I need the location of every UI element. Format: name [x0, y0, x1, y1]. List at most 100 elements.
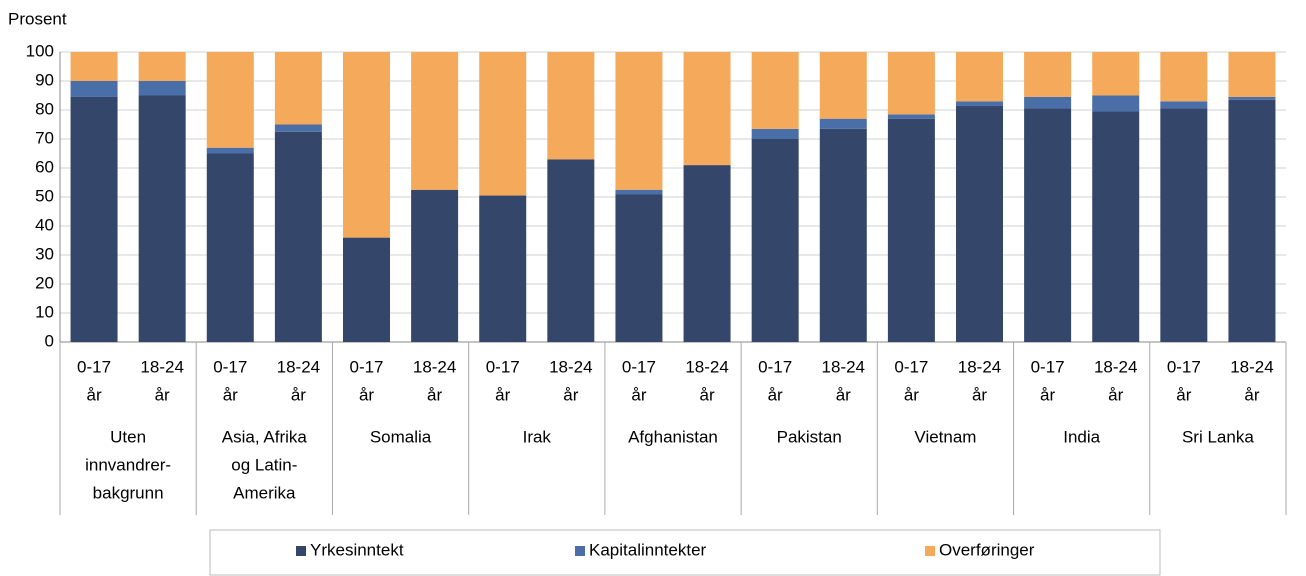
bar-segment — [411, 52, 459, 190]
x-tick-label: år — [631, 385, 646, 404]
x-tick-label: 18-24 — [1230, 357, 1273, 376]
group-label: Amerika — [233, 483, 296, 502]
bar-segment — [547, 52, 595, 160]
bar-segment — [1024, 52, 1072, 97]
x-tick-label: år — [768, 385, 783, 404]
x-tick-label: år — [972, 385, 987, 404]
x-tick-label: år — [699, 385, 714, 404]
x-tick-label: år — [86, 385, 101, 404]
bar-segment — [206, 147, 254, 154]
x-tick-label: år — [1176, 385, 1191, 404]
x-tick-label: år — [427, 385, 442, 404]
y-tick-label: 60 — [35, 157, 54, 176]
group-label: Sri Lanka — [1182, 427, 1254, 446]
bar-segment — [887, 114, 935, 119]
bar-segment — [819, 52, 867, 119]
bar-segment — [343, 237, 390, 342]
y-tick-label: 40 — [35, 215, 54, 234]
bar-segment — [615, 194, 663, 342]
bar-segment — [751, 139, 799, 342]
x-tick-label: 0-17 — [1031, 357, 1065, 376]
bar-segment — [1160, 52, 1208, 102]
bar-segment — [1160, 108, 1208, 342]
legend-swatch — [296, 546, 306, 556]
x-tick-label: 0-17 — [758, 357, 792, 376]
group-label: Pakistan — [777, 427, 842, 446]
bar-segment — [683, 165, 731, 342]
x-tick-label: 18-24 — [685, 357, 728, 376]
bar-segment — [819, 128, 867, 342]
y-tick-label: 80 — [35, 99, 54, 118]
group-label: og Latin- — [231, 455, 297, 474]
bar-segment — [343, 52, 390, 238]
bar-segment — [206, 52, 254, 148]
bar-segment — [547, 159, 595, 342]
x-tick-label: år — [1108, 385, 1123, 404]
bar-segment — [751, 128, 799, 139]
x-tick-label: 0-17 — [349, 357, 383, 376]
bar-segment — [615, 189, 663, 195]
bar-segment — [819, 118, 867, 129]
group-label: Vietnam — [914, 427, 976, 446]
x-tick-label: år — [291, 385, 306, 404]
bar-segment — [956, 101, 1003, 106]
x-tick-label: 18-24 — [140, 357, 183, 376]
x-tick-label: år — [836, 385, 851, 404]
bar-segment — [1024, 108, 1072, 342]
y-axis-label: Prosent — [8, 9, 67, 28]
x-tick-label: år — [1040, 385, 1055, 404]
x-tick-label: år — [904, 385, 919, 404]
x-tick-label: 0-17 — [213, 357, 247, 376]
bar-segment — [70, 81, 118, 97]
bar-segment — [274, 131, 322, 342]
bar-segment — [138, 95, 186, 342]
x-tick-label: 0-17 — [486, 357, 520, 376]
legend-label: Yrkesinntekt — [310, 540, 404, 559]
group-label: Uten — [110, 427, 146, 446]
bar-segment — [751, 52, 799, 129]
group-label: Afghanistan — [628, 427, 718, 446]
legend-label: Kapitalinntekter — [589, 540, 707, 559]
y-tick-label: 10 — [35, 302, 54, 321]
legend-swatch — [575, 546, 585, 556]
x-tick-label: 0-17 — [622, 357, 656, 376]
group-label: Irak — [523, 427, 552, 446]
bar-segment — [1160, 101, 1208, 109]
bar-segment — [274, 52, 322, 125]
bar-segment — [887, 52, 935, 115]
x-tick-label: år — [563, 385, 578, 404]
legend-swatch — [925, 546, 935, 556]
x-tick-label: år — [223, 385, 238, 404]
bar-segment — [479, 52, 527, 196]
x-tick-label: år — [495, 385, 510, 404]
bar-segment — [683, 52, 731, 166]
bar-segment — [1024, 96, 1072, 109]
bar-segment — [70, 52, 118, 81]
y-tick-label: 20 — [35, 273, 54, 292]
group-label: Somalia — [370, 427, 432, 446]
bar-segment — [479, 195, 527, 342]
bar-segment — [1092, 111, 1140, 342]
bar-segment — [1092, 52, 1140, 96]
bar-segment — [956, 105, 1003, 343]
x-tick-label: år — [1244, 385, 1259, 404]
bar-segment — [138, 52, 186, 81]
x-tick-label: 18-24 — [1094, 357, 1137, 376]
x-tick-label: 18-24 — [958, 357, 1001, 376]
x-tick-label: 0-17 — [77, 357, 111, 376]
x-tick-label: 18-24 — [413, 357, 456, 376]
group-label: innvandrer- — [85, 455, 171, 474]
legend-box — [209, 529, 1161, 576]
x-tick-label: 0-17 — [894, 357, 928, 376]
y-tick-label: 50 — [35, 186, 54, 205]
x-tick-label: 18-24 — [822, 357, 865, 376]
x-tick-label: år — [359, 385, 374, 404]
x-tick-label: 0-17 — [1167, 357, 1201, 376]
group-label: India — [1063, 427, 1100, 446]
bar-segment — [206, 153, 254, 342]
bar-segment — [1228, 52, 1276, 97]
bar-segment — [1092, 95, 1140, 112]
bar-segment — [1228, 96, 1276, 100]
